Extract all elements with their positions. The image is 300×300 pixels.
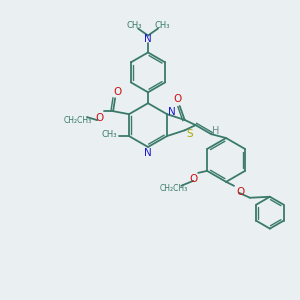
Text: N: N	[144, 34, 152, 44]
Text: S: S	[186, 129, 193, 139]
Text: CH₃: CH₃	[101, 130, 117, 139]
Text: CH₂CH₃: CH₂CH₃	[159, 184, 188, 193]
Text: O: O	[95, 113, 103, 123]
Text: O: O	[174, 94, 182, 104]
Text: O: O	[236, 187, 244, 197]
Text: N: N	[144, 148, 152, 158]
Text: CH₃: CH₃	[126, 21, 142, 30]
Text: CH₂CH₃: CH₂CH₃	[63, 116, 92, 124]
Text: O: O	[113, 87, 121, 97]
Text: N: N	[168, 107, 176, 117]
Text: H: H	[212, 126, 220, 136]
Text: O: O	[189, 174, 197, 184]
Text: CH₃: CH₃	[154, 21, 170, 30]
